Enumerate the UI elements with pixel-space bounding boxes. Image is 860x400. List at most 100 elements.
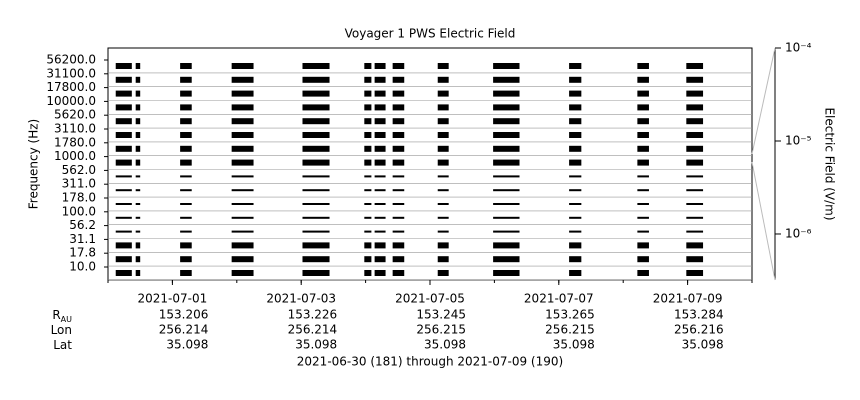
coverage-block — [686, 76, 704, 83]
coverage-block — [637, 175, 649, 178]
coverage-block — [302, 216, 330, 219]
y-tick-label: 56.2 — [69, 218, 96, 232]
coverage-block — [374, 90, 386, 97]
coverage-block — [637, 63, 649, 69]
coverage-block — [302, 189, 330, 192]
coverage-block — [493, 230, 520, 233]
coverage-block — [686, 242, 704, 249]
y2-tick-label: 10⁻⁶ — [785, 226, 812, 240]
coverage-block — [364, 132, 372, 138]
x-tick-label: 2021-07-07 — [524, 292, 594, 306]
coverage-block — [364, 76, 372, 83]
coverage-block — [437, 118, 449, 125]
coverage-block — [231, 216, 254, 219]
coverage-block — [302, 132, 330, 138]
coverage-block — [374, 270, 386, 276]
coverage-block — [437, 203, 449, 205]
ephemeris-value: 35.098 — [295, 338, 337, 352]
coverage-block — [569, 76, 582, 83]
coverage-block — [115, 159, 132, 166]
coverage-block — [231, 76, 254, 83]
coverage-block — [493, 203, 520, 205]
coverage-block — [686, 118, 704, 125]
ephemeris-value: 256.215 — [416, 323, 466, 337]
coverage-block — [493, 270, 520, 276]
coverage-block — [135, 230, 141, 233]
y-tick-label: 17.8 — [69, 246, 96, 260]
coverage-block — [493, 145, 520, 152]
coverage-block — [637, 189, 649, 192]
coverage-block — [231, 104, 254, 111]
coverage-block — [180, 230, 192, 233]
coverage-block — [364, 63, 372, 69]
coverage-block — [637, 216, 649, 219]
ephemeris-value: 153.284 — [674, 308, 724, 322]
coverage-block — [374, 203, 386, 205]
coverage-block — [231, 145, 254, 152]
coverage-block — [364, 216, 372, 219]
coverage-block — [437, 63, 449, 69]
x-tick-label: 2021-07-05 — [395, 292, 465, 306]
coverage-block — [115, 242, 132, 249]
coverage-block — [302, 90, 330, 97]
coverage-block — [135, 132, 141, 138]
coverage-block — [686, 203, 704, 205]
coverage-block — [115, 63, 132, 69]
coverage-block — [493, 90, 520, 97]
coverage-block — [180, 203, 192, 205]
y-tick-label: 31.1 — [69, 232, 96, 246]
coverage-block — [135, 175, 141, 178]
coverage-block — [569, 230, 582, 233]
ephemeris-value: 256.215 — [545, 323, 595, 337]
coverage-block — [364, 175, 372, 178]
coverage-block — [115, 145, 132, 152]
coverage-block — [392, 203, 405, 205]
coverage-block — [374, 189, 386, 192]
ephemeris-value: 256.216 — [674, 323, 724, 337]
coverage-block — [115, 270, 132, 276]
coverage-block — [135, 76, 141, 83]
colorbar-connector — [751, 47, 776, 155]
coverage-block — [180, 159, 192, 166]
coverage-block — [135, 90, 141, 97]
coverage-block — [437, 159, 449, 166]
coverage-block — [374, 145, 386, 152]
ephemeris-label-text: Lat — [53, 338, 72, 352]
coverage-block — [302, 76, 330, 83]
coverage-block — [231, 256, 254, 263]
coverage-block — [364, 159, 372, 166]
chart-title: Voyager 1 PWS Electric Field — [345, 27, 516, 41]
coverage-block — [180, 145, 192, 152]
coverage-block — [569, 159, 582, 166]
coverage-block — [115, 76, 132, 83]
coverage-block — [569, 63, 582, 69]
coverage-block — [231, 132, 254, 138]
coverage-block — [115, 216, 132, 219]
coverage-block — [569, 118, 582, 125]
coverage-block — [569, 104, 582, 111]
coverage-block — [231, 63, 254, 69]
coverage-block — [364, 270, 372, 276]
ephemeris-label: Lat — [53, 338, 72, 352]
coverage-block — [231, 175, 254, 178]
coverage-block — [364, 203, 372, 205]
coverage-block — [302, 256, 330, 263]
coverage-block — [493, 76, 520, 83]
coverage-block — [115, 90, 132, 97]
coverage-block — [437, 76, 449, 83]
coverage-block — [392, 90, 405, 97]
coverage-block — [569, 270, 582, 276]
ephemeris-value: 153.226 — [288, 308, 338, 322]
coverage-block — [115, 189, 132, 192]
coverage-block — [392, 256, 405, 263]
coverage-block — [302, 159, 330, 166]
coverage-block — [686, 189, 704, 192]
coverage-block — [686, 104, 704, 111]
coverage-block — [115, 203, 132, 205]
coverage-block — [302, 270, 330, 276]
coverage-block — [302, 63, 330, 69]
coverage-block — [302, 203, 330, 205]
coverage-block — [686, 230, 704, 233]
coverage-block — [374, 76, 386, 83]
coverage-block — [135, 159, 141, 166]
